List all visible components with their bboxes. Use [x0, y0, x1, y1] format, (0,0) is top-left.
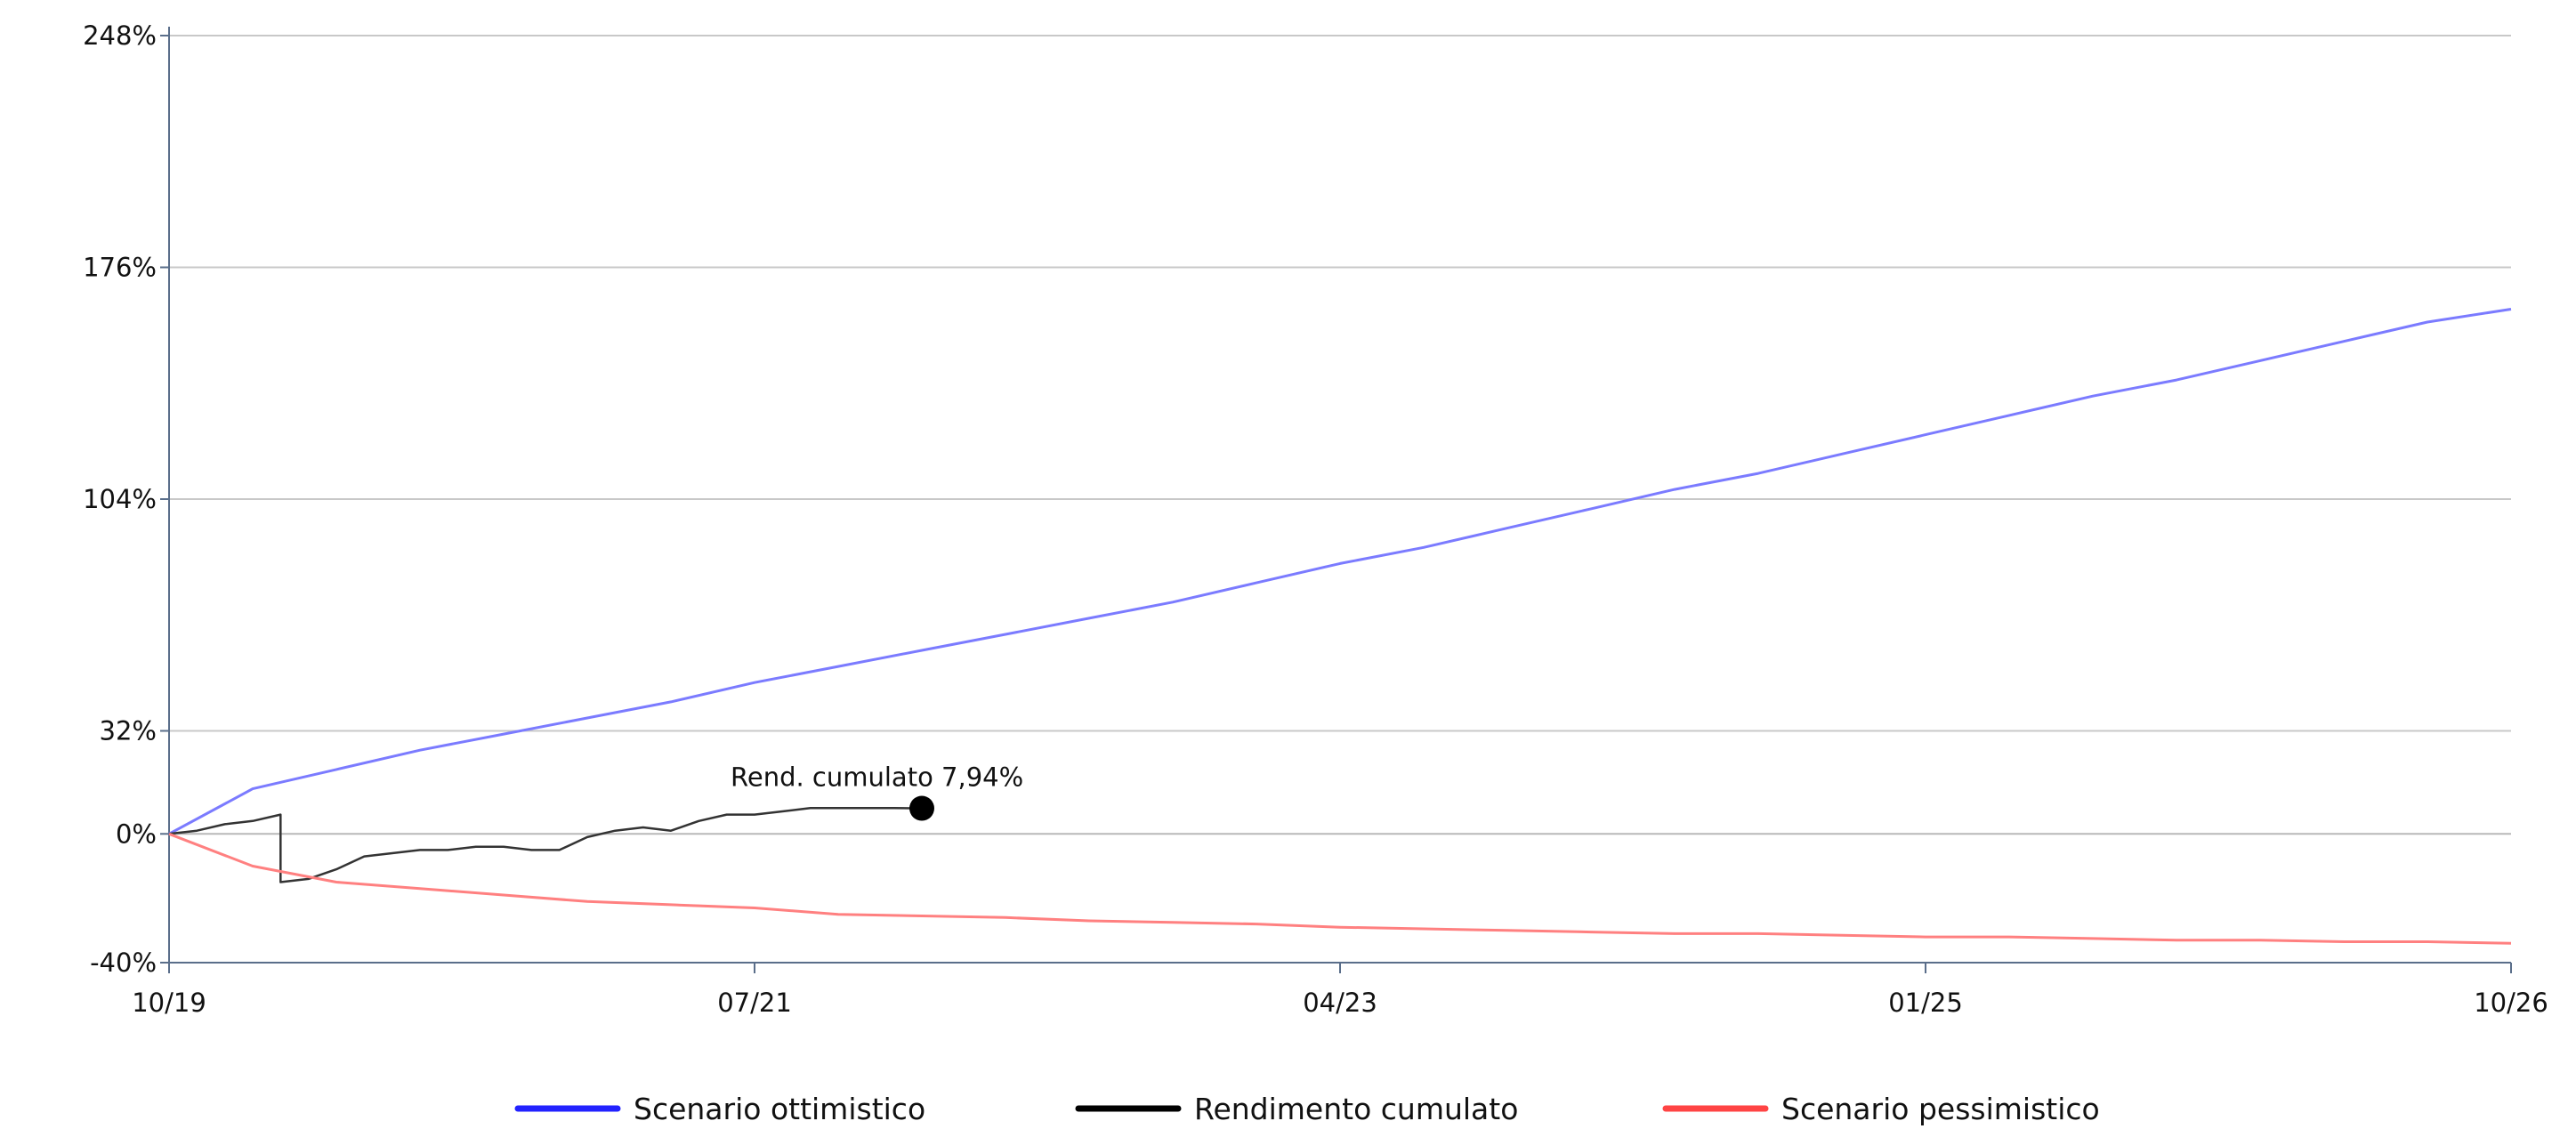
legend-label: Scenario pessimistico — [1781, 1092, 2100, 1126]
y-tick-labels: 248% 176% 104% 32% 0% -40% — [83, 20, 169, 978]
series-line-pessimistic — [168, 832, 2512, 945]
axes — [168, 27, 2511, 964]
x-tick-label: 01/25 — [1888, 988, 1963, 1018]
legend: Scenario ottimistico Rendimento cumulato S… — [514, 1092, 2100, 1126]
legend-item-optimistic: Scenario ottimistico — [514, 1092, 925, 1126]
series-lines — [168, 308, 2512, 945]
end-point-marker — [909, 795, 934, 821]
series-line-cumulative — [168, 807, 923, 883]
x-tick-label: 10/19 — [132, 988, 206, 1018]
y-tick-label: 32% — [100, 716, 157, 746]
end-point-label: Rend. cumulato 7,94% — [731, 762, 1023, 793]
x-tick-label: 04/23 — [1303, 988, 1377, 1018]
y-tick-label: 0% — [116, 819, 157, 849]
y-tick-label: 248% — [83, 20, 157, 51]
series-line-optimistic — [168, 308, 2512, 835]
legend-label: Rendimento cumulato — [1194, 1092, 1518, 1126]
y-tick-label: 104% — [83, 484, 157, 514]
legend-item-pessimistic: Scenario pessimistico — [1662, 1092, 2100, 1126]
y-tick-label: 176% — [83, 253, 157, 283]
annotations: Rend. cumulato 7,94% — [731, 762, 1023, 821]
grid-lines — [169, 35, 2511, 835]
x-tick-labels: 10/19 07/21 04/23 01/25 10/26 — [132, 963, 2548, 1018]
x-tick-label: 07/21 — [717, 988, 792, 1018]
y-tick-label: -40% — [90, 948, 157, 978]
legend-item-cumulative: Rendimento cumulato — [1075, 1092, 1518, 1126]
x-tick-label: 10/26 — [2474, 988, 2548, 1018]
legend-label: Scenario ottimistico — [634, 1092, 925, 1126]
